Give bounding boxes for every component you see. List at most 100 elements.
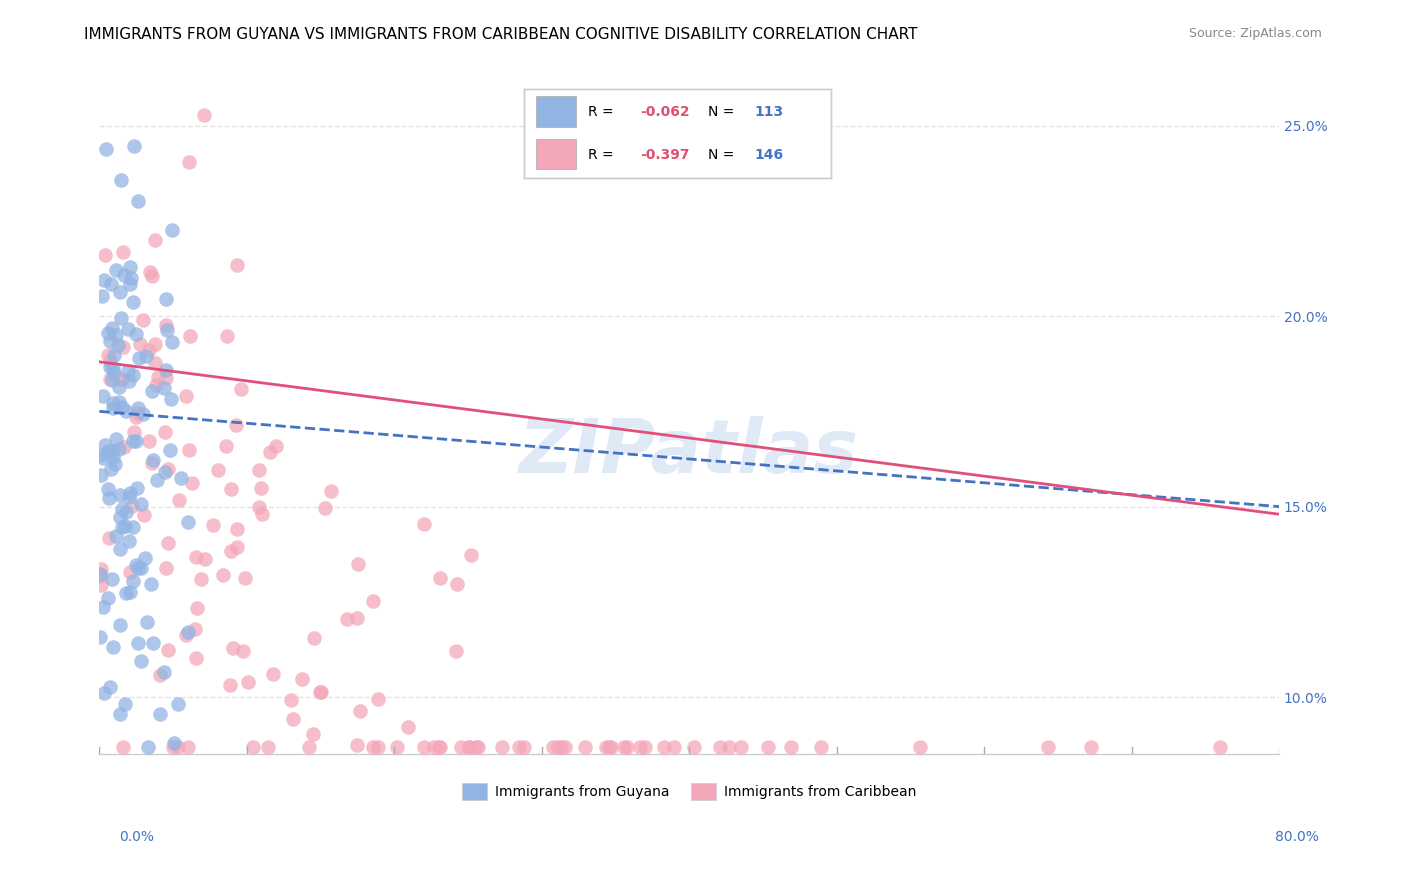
Point — [100, 277, 122, 292]
Point — [143, 233, 166, 247]
Point — [396, 720, 419, 734]
Point — [554, 739, 576, 754]
Point — [125, 327, 148, 342]
Point — [167, 697, 190, 711]
Point — [97, 482, 120, 496]
Point — [652, 739, 675, 754]
Point — [97, 444, 120, 458]
Point — [177, 154, 200, 169]
Point — [108, 541, 131, 556]
Point — [149, 706, 172, 721]
Point — [247, 500, 270, 515]
Point — [122, 434, 145, 449]
Point — [142, 636, 165, 650]
Point — [367, 691, 389, 706]
Point — [460, 548, 482, 562]
Point — [280, 692, 302, 706]
Point — [125, 558, 148, 573]
Point — [908, 739, 931, 754]
Point — [138, 434, 160, 448]
Point — [219, 678, 242, 692]
Point — [101, 640, 124, 654]
Point — [309, 685, 332, 699]
Point — [128, 351, 150, 365]
Point — [122, 425, 145, 440]
Point — [550, 739, 572, 754]
Point — [125, 434, 148, 448]
Point — [110, 372, 132, 386]
Point — [429, 571, 451, 585]
Point — [153, 665, 176, 680]
Point — [118, 374, 141, 388]
Point — [215, 440, 238, 454]
Point — [101, 361, 124, 376]
Point — [363, 739, 385, 754]
Point — [108, 618, 131, 632]
Point — [141, 384, 163, 398]
Point — [283, 712, 305, 726]
Point — [104, 457, 127, 471]
Point — [309, 685, 332, 699]
Point — [121, 294, 143, 309]
Point — [1209, 739, 1232, 754]
Point — [108, 285, 131, 299]
Point — [108, 488, 131, 502]
Point — [385, 739, 408, 754]
Point — [157, 462, 180, 476]
Point — [149, 668, 172, 682]
Point — [465, 739, 488, 754]
Point — [155, 292, 177, 306]
Point — [90, 289, 112, 303]
Point — [136, 615, 159, 630]
Point — [98, 491, 121, 505]
Point — [101, 572, 124, 586]
Point — [336, 612, 359, 626]
Text: Source: ZipAtlas.com: Source: ZipAtlas.com — [1188, 27, 1322, 40]
Point — [616, 739, 638, 754]
Point — [93, 686, 115, 700]
Point — [117, 322, 139, 336]
Point — [314, 500, 336, 515]
Point — [1038, 739, 1060, 754]
Point — [101, 320, 124, 334]
Point — [89, 467, 111, 482]
Point — [491, 739, 513, 754]
Point — [301, 727, 323, 741]
Point — [247, 463, 270, 477]
Point — [302, 632, 325, 646]
Point — [225, 417, 247, 432]
Point — [132, 407, 155, 421]
Point — [91, 448, 114, 462]
Point — [256, 739, 278, 754]
Point — [598, 739, 620, 754]
Point — [219, 482, 242, 496]
Text: IMMIGRANTS FROM GUYANA VS IMMIGRANTS FROM CARIBBEAN COGNITIVE DISABILITY CORRELA: IMMIGRANTS FROM GUYANA VS IMMIGRANTS FRO… — [84, 27, 918, 42]
Point — [634, 739, 657, 754]
Point — [226, 258, 249, 272]
Point — [101, 396, 124, 410]
Point — [104, 328, 127, 343]
Point — [709, 739, 731, 754]
Point — [159, 442, 181, 457]
Point — [215, 329, 238, 343]
Point — [242, 739, 264, 754]
Point — [155, 318, 177, 332]
Point — [779, 739, 801, 754]
Point — [107, 337, 129, 351]
Point — [127, 401, 149, 415]
Point — [121, 500, 143, 514]
Point — [186, 600, 208, 615]
Point — [101, 401, 124, 415]
Point — [134, 551, 156, 566]
Point — [413, 517, 436, 532]
Point — [177, 516, 200, 530]
Point — [98, 334, 121, 348]
Point — [160, 392, 183, 407]
Point — [249, 481, 271, 495]
Point — [97, 591, 120, 605]
Point — [111, 401, 134, 415]
Point — [153, 425, 176, 440]
Point — [90, 561, 112, 575]
Point — [127, 636, 149, 650]
Point — [142, 452, 165, 467]
